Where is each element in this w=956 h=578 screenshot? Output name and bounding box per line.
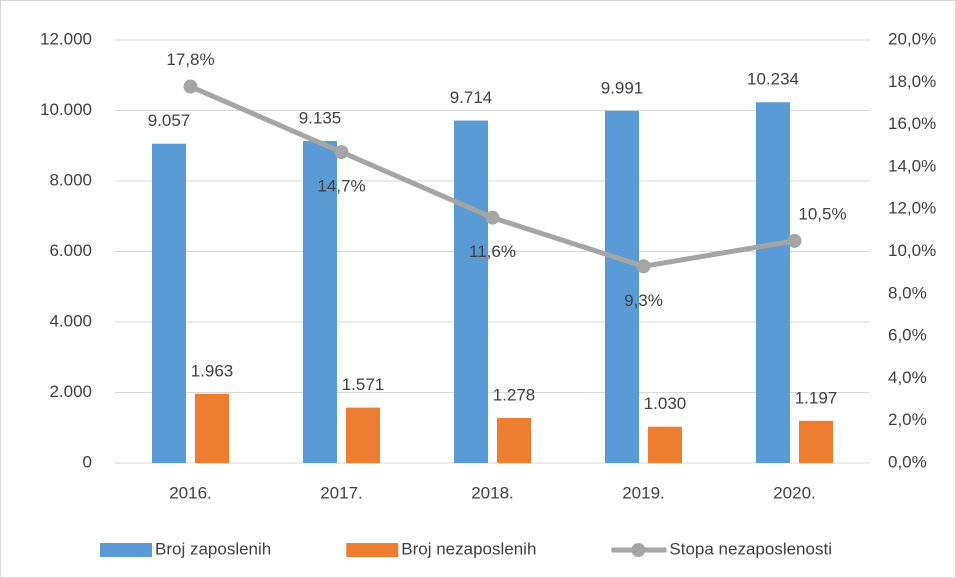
bar — [605, 110, 639, 463]
line-marker — [334, 145, 349, 160]
bar — [454, 120, 488, 464]
x-tick-label: 2020. — [773, 483, 816, 502]
bar — [799, 420, 833, 463]
x-tick-label: 2017. — [320, 483, 363, 502]
bar — [648, 426, 682, 463]
data-label: 1.571 — [342, 375, 385, 394]
data-label: 1.030 — [644, 394, 687, 413]
legend-marker — [631, 543, 646, 557]
y2-tick-label: 0,0% — [888, 452, 927, 471]
bar — [346, 407, 380, 463]
data-label: 9.714 — [450, 88, 493, 107]
data-label: 14,7% — [317, 177, 365, 196]
line-marker — [636, 259, 651, 274]
data-label: 17,8% — [166, 50, 214, 69]
bar — [303, 140, 337, 463]
y-tick-label: 0 — [83, 452, 92, 471]
y2-tick-label: 10,0% — [888, 241, 936, 260]
y-tick-label: 6.000 — [49, 241, 92, 260]
line-marker — [787, 233, 802, 248]
x-tick-label: 2018. — [471, 483, 514, 502]
data-label: 10,5% — [798, 204, 846, 223]
data-label: 10.234 — [747, 70, 799, 89]
legend-swatch — [346, 543, 399, 557]
y2-tick-label: 2,0% — [888, 410, 927, 429]
y-tick-label: 8.000 — [49, 170, 92, 189]
line-marker — [183, 79, 198, 94]
legend-label: Stopa nezaposlenosti — [669, 539, 832, 558]
legend-label: Broj zaposlenih — [155, 539, 271, 558]
x-tick-label: 2016. — [169, 483, 212, 502]
data-label: 9,3% — [624, 291, 663, 310]
data-label: 11,6% — [469, 242, 516, 261]
line-marker — [485, 210, 500, 225]
data-label: 9.991 — [601, 78, 644, 97]
legend-swatch — [100, 543, 152, 557]
y2-tick-label: 20,0% — [888, 29, 936, 48]
y-tick-label: 2.000 — [49, 382, 92, 401]
legend-label: Broj nezaposlenih — [401, 539, 536, 558]
bar — [497, 417, 531, 463]
x-tick-label: 2019. — [622, 483, 665, 502]
bar — [152, 143, 186, 463]
bar — [195, 393, 229, 463]
y2-tick-label: 4,0% — [888, 368, 927, 387]
data-label: 9.057 — [148, 111, 191, 130]
y-tick-label: 12.000 — [40, 29, 92, 48]
bar — [756, 102, 790, 464]
data-label: 1.963 — [191, 361, 234, 380]
y2-tick-label: 12,0% — [888, 199, 936, 218]
y2-tick-label: 16,0% — [888, 114, 936, 133]
y-tick-label: 10.000 — [40, 100, 92, 119]
y-tick-label: 4.000 — [49, 311, 92, 330]
data-label: 9.135 — [299, 108, 342, 127]
data-label: 1.278 — [493, 385, 536, 404]
y2-tick-label: 6,0% — [888, 326, 927, 345]
data-label: 1.197 — [795, 388, 838, 407]
y2-tick-label: 14,0% — [888, 156, 936, 175]
y2-tick-label: 8,0% — [888, 283, 927, 302]
y2-tick-label: 18,0% — [888, 72, 936, 91]
